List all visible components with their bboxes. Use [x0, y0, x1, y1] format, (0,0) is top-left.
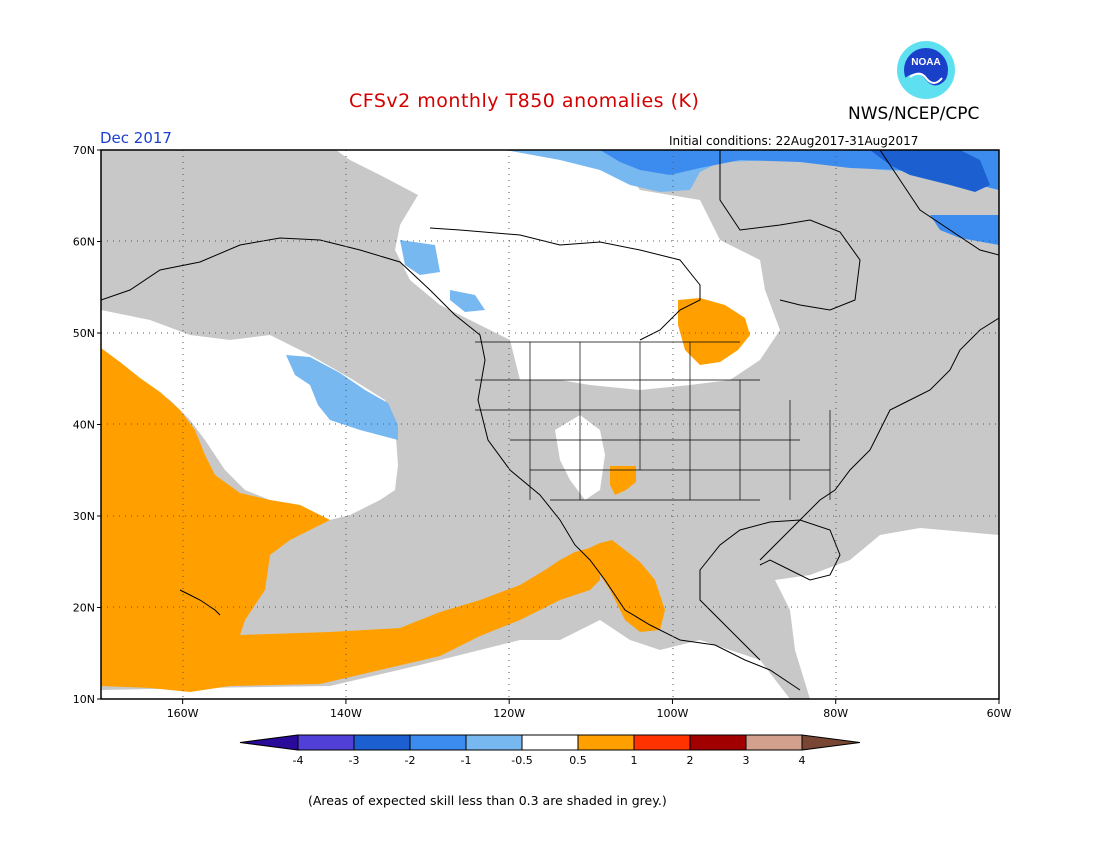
colorbar-bin — [465, 734, 523, 751]
colorbar-label: -3 — [349, 754, 360, 767]
warm-region-arizona — [610, 466, 636, 495]
warm-region-pacific — [101, 348, 600, 692]
latitude-label: 40N — [73, 419, 95, 432]
longitude-label: 140W — [330, 707, 362, 720]
colorbar-bin — [745, 734, 803, 751]
political-boundaries — [475, 341, 831, 501]
latitude-labels: 70N 60N 50N 40N 30N 20N 10N — [73, 144, 95, 706]
neutral-region-north — [336, 150, 780, 390]
initial-conditions: Initial conditions: 22Aug2017-31Aug2017 — [669, 134, 919, 148]
latitude-label: 10N — [73, 693, 95, 706]
colorbar-bin — [633, 734, 691, 751]
colorbar-bin — [521, 734, 579, 751]
colorbar-label: 4 — [799, 754, 806, 767]
cool-region-bc — [450, 290, 485, 312]
colorbar-bin — [689, 734, 747, 751]
colorbar-label: 2 — [687, 754, 694, 767]
colorbar-label: 3 — [743, 754, 750, 767]
latitude-label: 20N — [73, 602, 95, 615]
colorbar-label: 0.5 — [569, 754, 587, 767]
colorbar-label: -2 — [405, 754, 416, 767]
colorbar-bin — [577, 734, 635, 751]
colorbar-label: 1 — [631, 754, 638, 767]
longitude-label: 60W — [987, 707, 1012, 720]
anomaly-map: 70N 60N 50N 40N 30N 20N 10N 160W 140W 120W 100W 80… — [73, 144, 1012, 720]
neutral-region-caribbean — [775, 528, 999, 699]
warm-region-mexico — [585, 540, 665, 632]
longitude-label: 80W — [823, 707, 848, 720]
footnote: (Areas of expected skill less than 0.3 a… — [308, 793, 667, 808]
warm-region-ontario — [678, 298, 750, 365]
cool-region-nepac — [286, 355, 398, 440]
cool-region-alaska — [400, 240, 440, 275]
neutral-region-nepac-gap — [101, 620, 790, 699]
neutral-region-pacific — [101, 310, 398, 520]
longitude-label: 120W — [493, 707, 525, 720]
noaa-logo-text: NOAA — [911, 57, 940, 68]
colorbar-bin — [353, 734, 411, 751]
chart-title: CFSv2 monthly T850 anomalies (K) — [349, 90, 700, 112]
colorbar-arrow-low — [239, 734, 299, 751]
colorbar-label: -0.5 — [511, 754, 532, 767]
cool-region-greenland — [870, 150, 990, 192]
colorbar-label: -4 — [293, 754, 304, 767]
latitude-label: 30N — [73, 510, 95, 523]
latitude-label: 50N — [73, 327, 95, 340]
coastlines — [101, 150, 999, 691]
latitude-label: 70N — [73, 144, 95, 157]
colorbar-arrow-high — [801, 734, 861, 751]
agency-label: NWS/NCEP/CPC — [848, 104, 980, 124]
colorbar-label: -1 — [461, 754, 472, 767]
longitude-label: 100W — [657, 707, 689, 720]
colorbar-bin — [297, 734, 355, 751]
colorbar-bin — [409, 734, 467, 751]
longitude-label: 160W — [167, 707, 199, 720]
latitude-label: 60N — [73, 236, 95, 249]
forecast-period: Dec 2017 — [100, 129, 172, 147]
cool-region-labrador — [930, 215, 999, 245]
longitude-labels: 160W 140W 120W 100W 80W 60W — [167, 707, 1012, 720]
noaa-logo: NOAA — [897, 41, 955, 99]
